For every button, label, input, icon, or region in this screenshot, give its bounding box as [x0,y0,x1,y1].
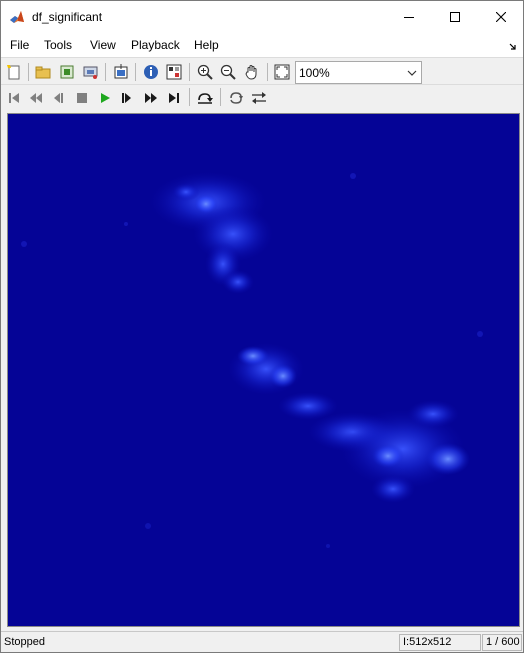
jump-to-frame-icon[interactable] [194,87,216,108]
window-title: df_significant [32,10,103,24]
rewind-icon[interactable] [25,87,47,108]
toolbar-separator [28,63,29,81]
image-dimensions: I:512x512 [399,634,481,651]
menu-bar: File Tools View Playback Help [1,32,523,57]
step-forward-icon[interactable] [116,87,138,108]
step-back-icon[interactable] [47,87,69,108]
chevron-down-icon [407,67,417,81]
dock-arrow-icon[interactable] [509,40,517,54]
title-bar: df_significant [1,1,523,32]
fit-to-window-icon[interactable] [271,61,293,83]
playback-status: Stopped [4,636,45,648]
last-frame-icon[interactable] [163,87,185,108]
info-icon[interactable] [140,61,162,83]
playback-controls [1,85,523,110]
toolbar-separator [220,88,221,106]
minimize-button[interactable] [386,1,432,32]
menu-help[interactable]: Help [194,38,219,52]
toolbar-separator [189,88,190,106]
zoom-out-icon[interactable] [217,61,239,83]
toolbar: 100% [1,57,523,85]
frame-counter: 1 / 600 [482,634,522,651]
new-figure-icon[interactable] [3,61,25,83]
stop-icon[interactable] [71,87,93,108]
menu-view[interactable]: View [90,38,116,52]
fast-forward-icon[interactable] [140,87,162,108]
toolbar-separator [267,63,268,81]
menu-tools[interactable]: Tools [44,38,73,52]
matlab-icon [9,9,25,25]
menu-file[interactable]: File [10,38,30,52]
status-bar: Stopped I:512x512 1 / 600 [1,631,523,652]
toolbar-separator [189,63,190,81]
toolbar-separator [135,63,136,81]
first-frame-icon[interactable] [3,87,25,108]
menu-playback[interactable]: Playback [131,38,180,52]
forward-backward-icon[interactable] [248,87,270,108]
export-icon[interactable] [56,61,78,83]
zoom-value: 100% [299,66,330,80]
zoom-dropdown[interactable]: 100% [295,61,422,84]
repeat-icon[interactable] [225,87,247,108]
print-icon[interactable] [80,61,102,83]
maximize-button[interactable] [432,1,478,32]
jump-to-icon[interactable] [110,61,132,83]
movie-frame-display[interactable] [7,113,520,627]
close-button[interactable] [478,1,524,32]
play-icon[interactable] [94,87,116,108]
open-icon[interactable] [32,61,54,83]
movie-frame-image [21,172,483,548]
pixel-region-icon[interactable] [163,61,185,83]
zoom-in-icon[interactable] [194,61,216,83]
pan-icon[interactable] [241,61,263,83]
toolbar-separator [105,63,106,81]
